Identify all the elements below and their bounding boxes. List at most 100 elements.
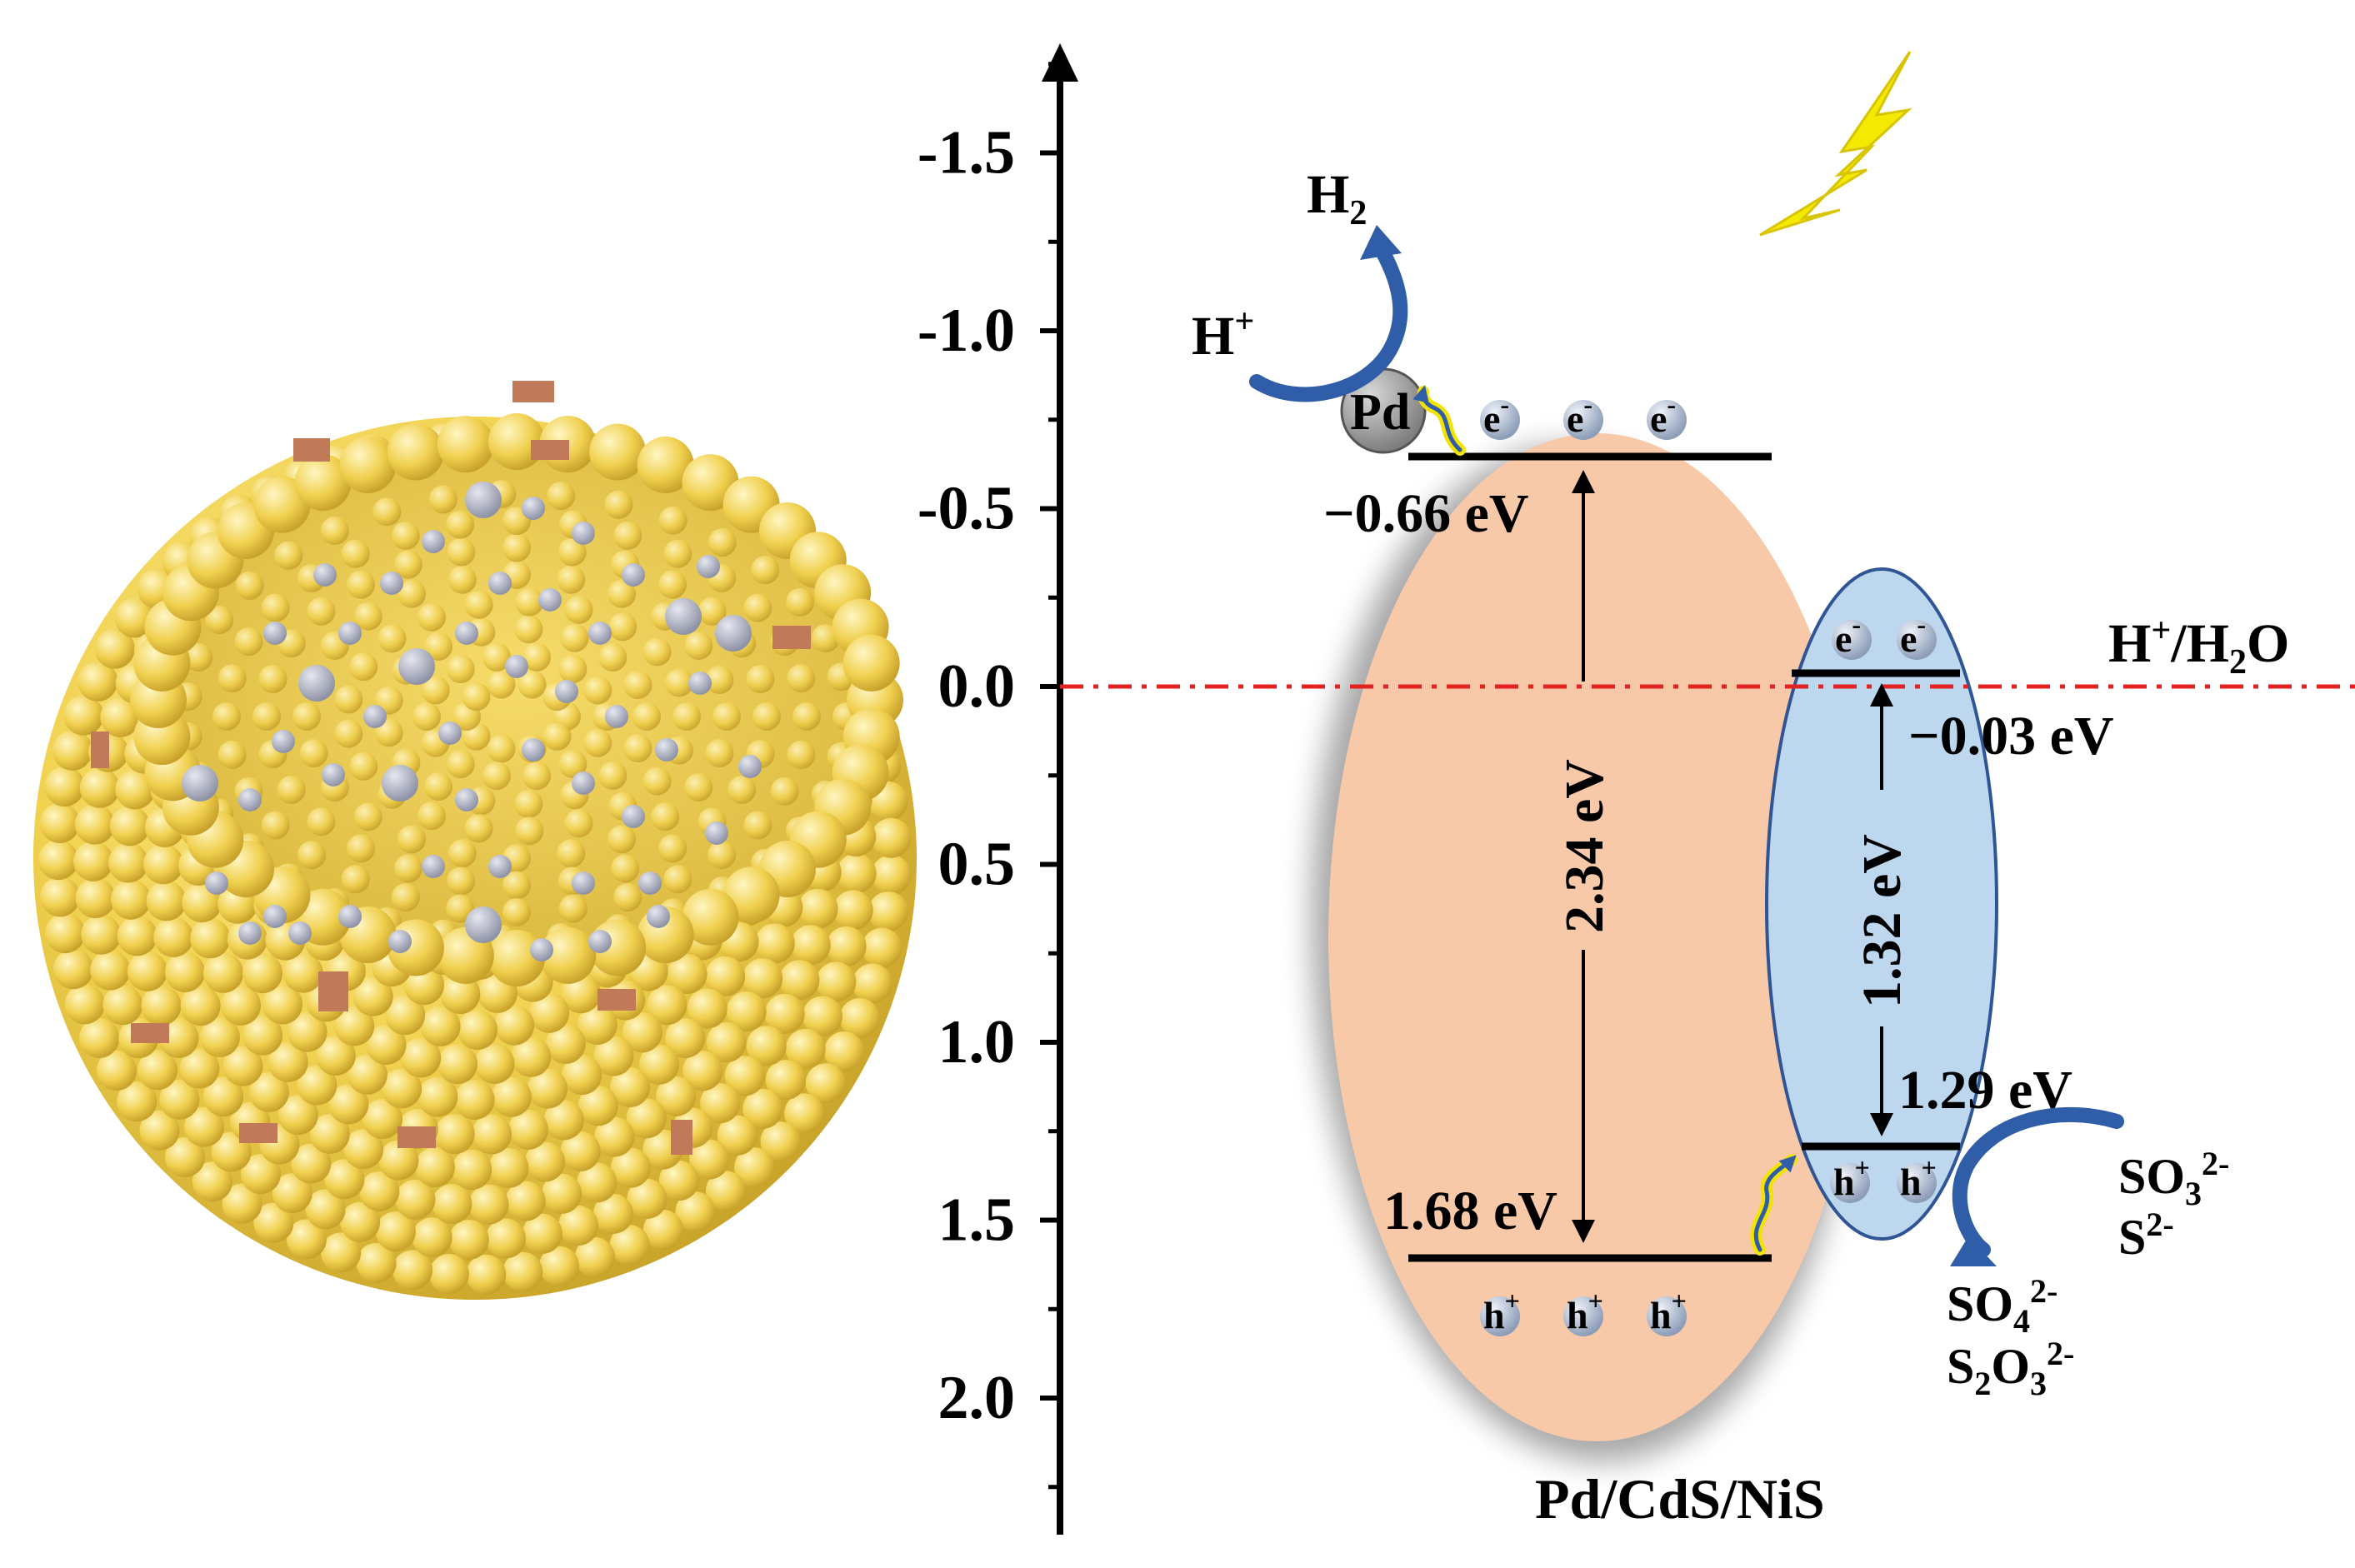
inner-ball	[743, 593, 772, 622]
inner-ball	[261, 593, 290, 622]
ni-dot	[655, 738, 678, 762]
reduction-arrowhead	[1360, 225, 1402, 260]
ni-dot	[605, 705, 628, 728]
sphere-ball	[73, 841, 114, 881]
sphere-ball	[324, 1159, 365, 1200]
inner-ball	[608, 825, 636, 854]
h-plus-label: H+	[1192, 302, 1254, 367]
cds-hole: h+	[1650, 1286, 1687, 1336]
sphere-ball	[222, 1183, 262, 1224]
ni-dot	[588, 930, 612, 953]
ni-dot	[288, 921, 312, 945]
inner-ball	[632, 702, 661, 731]
inner-ball	[412, 702, 441, 731]
inner-ball	[391, 521, 420, 550]
cds-electron-bead	[1480, 400, 1520, 440]
cds-electron-bead	[1563, 400, 1603, 440]
ni-dot	[505, 655, 528, 678]
sphere-ball	[190, 918, 231, 959]
inner-ball	[613, 521, 642, 550]
sphere-ball	[141, 985, 182, 1026]
sphere-ball	[321, 1232, 362, 1273]
inner-ball	[598, 643, 628, 672]
energy-axis: -1.5 -1.0 -0.5 0.0 0.5 1.0 1.5 2.0	[918, 43, 1078, 1535]
axis-tick-label: 0.0	[938, 652, 1016, 721]
nis-gap-label: 1.32 eV	[1852, 834, 1912, 1008]
rim-ball	[339, 437, 397, 494]
sphere-ball	[315, 1035, 356, 1076]
inner-ball	[658, 506, 688, 535]
axis-tick-label: 2.0	[938, 1364, 1016, 1432]
sphere-ball	[127, 951, 168, 991]
sphere-ball	[432, 1184, 472, 1225]
inner-ball	[391, 883, 420, 912]
ni-dot	[388, 930, 412, 953]
sphere-ball	[868, 891, 908, 932]
ni-dot	[298, 665, 335, 702]
sphere-ball	[658, 1161, 699, 1201]
inner-ball	[557, 839, 586, 868]
ni-dot	[697, 555, 720, 578]
sphere-ball	[79, 1018, 120, 1059]
sphere-ball	[180, 986, 221, 1026]
sphere-ball	[44, 767, 85, 807]
sphere-ball	[305, 1189, 346, 1230]
sphere-ball	[146, 881, 187, 921]
sphere-ball	[805, 1063, 846, 1104]
inner-ball	[583, 728, 612, 757]
inner-ball	[261, 811, 290, 840]
sphere-ball	[705, 956, 746, 996]
sphere-ball	[505, 1181, 546, 1221]
sphere-ball	[356, 1242, 397, 1283]
reactant-so3: SO32-	[2118, 1145, 2229, 1212]
sphere-ball	[297, 1065, 338, 1106]
inner-ball	[712, 702, 741, 731]
sphere-ball	[862, 927, 902, 968]
sphere-ball	[90, 950, 131, 991]
ni-dot	[688, 672, 712, 695]
inner-ball	[393, 550, 422, 579]
sphere-ball	[511, 1036, 552, 1077]
inner-ball	[423, 632, 452, 661]
pd-dot	[398, 1126, 436, 1148]
inner-ball	[378, 624, 407, 653]
sphere-ball	[375, 1211, 416, 1252]
ni-dot	[238, 788, 262, 811]
ni-dot	[380, 572, 403, 595]
oxidation-arrowhead	[1950, 1236, 1997, 1266]
sphere-ball	[790, 925, 831, 966]
reference-label: H+/H2O	[2108, 612, 2289, 682]
sphere-ball	[286, 1219, 327, 1260]
sphere-ball	[220, 985, 261, 1026]
sphere-ball	[687, 988, 728, 1029]
sphere-ball	[100, 697, 141, 737]
sphere-ball	[538, 1246, 579, 1286]
sphere-opening	[167, 450, 867, 950]
pd-dot	[772, 626, 811, 649]
sphere-ball	[610, 1066, 651, 1107]
inner-ball	[423, 772, 452, 801]
sphere-ball	[81, 914, 122, 955]
nis-cb-value: −0.03 eV	[1908, 706, 2114, 767]
sphere-ball	[63, 695, 104, 736]
sphere-ball	[183, 1106, 224, 1147]
axis-tick-label: 1.5	[938, 1186, 1016, 1255]
inner-ball	[462, 682, 491, 712]
inner-ball	[787, 740, 816, 769]
inner-ball	[752, 702, 781, 731]
inner-ball	[613, 883, 642, 912]
sphere-ball	[577, 1162, 618, 1203]
axis-tick-label: -1.5	[918, 119, 1015, 187]
inner-ball	[518, 670, 547, 699]
inner-ball	[560, 623, 589, 652]
sphere-ball	[665, 1018, 706, 1059]
reduction-arrow	[1249, 242, 1408, 402]
inner-ball	[770, 777, 799, 806]
ni-dot	[238, 921, 262, 945]
inner-ball	[487, 734, 516, 763]
sphere-ball	[726, 991, 767, 1031]
inner-ball	[564, 809, 593, 838]
sphere-ball	[434, 1114, 475, 1155]
sphere-ball	[452, 1149, 492, 1190]
